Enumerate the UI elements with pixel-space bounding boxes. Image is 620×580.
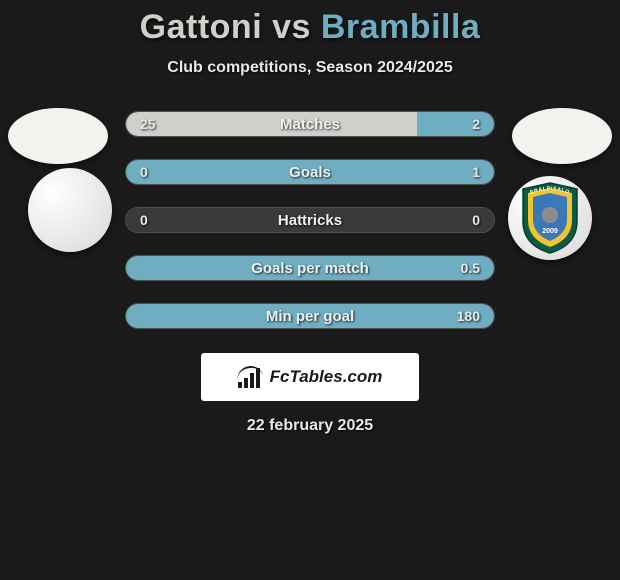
page-title: Gattoni vs Brambilla [0,8,620,47]
stat-value-left: 0 [126,212,182,228]
stat-value-left: 25 [126,116,182,132]
brand-text: FcTables.com [270,367,383,387]
stat-value-right: 0.5 [438,260,494,276]
chart-icon [238,366,264,388]
stat-value-right: 180 [438,308,494,324]
player2-name: Brambilla [321,8,480,46]
brand-box[interactable]: FcTables.com [201,353,419,401]
player1-name: Gattoni [140,8,262,46]
stats-list: 25Matches20Goals10Hattricks0Goals per ma… [125,111,495,329]
stat-row: 0Hattricks0 [125,207,495,233]
badge-year: 2009 [542,228,558,235]
stat-label: Goals per match [182,260,438,277]
date-label: 22 february 2025 [0,417,620,435]
stat-value-right: 2 [438,116,494,132]
stat-value-right: 0 [438,212,494,228]
stat-value-right: 1 [438,164,494,180]
stat-label: Min per goal [182,308,438,325]
stat-label: Hattricks [182,212,438,229]
player1-club-badge [28,168,112,252]
vs-label: vs [272,8,311,46]
stat-row: Min per goal180 [125,303,495,329]
player2-club-badge: 2009 ERALPISALO [508,176,592,260]
comparison-card: Gattoni vs Brambilla Club competitions, … [0,0,620,435]
player1-avatar [8,108,108,164]
stat-label: Matches [182,116,438,133]
stat-row: 0Goals1 [125,159,495,185]
shield-icon: 2009 ERALPISALO [519,181,581,255]
stat-label: Goals [182,164,438,181]
subtitle: Club competitions, Season 2024/2025 [0,59,620,77]
stat-row: 25Matches2 [125,111,495,137]
stat-row: Goals per match0.5 [125,255,495,281]
player2-avatar [512,108,612,164]
stat-value-left: 0 [126,164,182,180]
